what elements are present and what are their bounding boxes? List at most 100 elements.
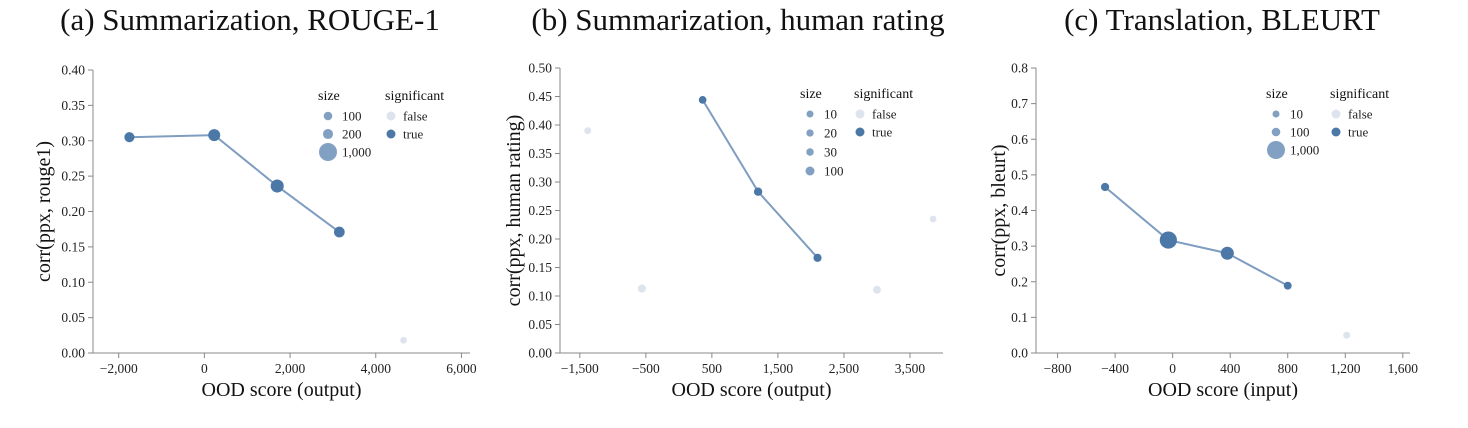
x-tick-label: −400	[1101, 361, 1129, 376]
x-tick-label: −500	[632, 361, 660, 376]
legend-size-label: 100	[342, 109, 362, 124]
y-tick-label: 0.8	[1011, 61, 1028, 76]
y-tick-label: 0.2	[1011, 274, 1028, 289]
x-axis-title: OOD score (output)	[202, 379, 362, 401]
y-tick-label: 0.20	[528, 232, 552, 247]
data-point	[1343, 331, 1351, 339]
data-point	[1283, 281, 1292, 290]
legend-significant-title: significant	[1330, 87, 1389, 102]
legend-size-title: size	[800, 87, 822, 102]
legend-significant-label: false	[872, 107, 897, 122]
x-tick-label: 800	[1278, 361, 1299, 376]
y-axis-title: corr(ppx, human rating)	[503, 115, 525, 307]
data-point	[1220, 246, 1234, 260]
y-tick-label: 0.4	[1011, 203, 1028, 218]
data-point	[1159, 231, 1177, 249]
y-tick-label: 0.40	[61, 63, 85, 78]
legend-significant-title: significant	[854, 87, 913, 102]
series-line	[1104, 186, 1289, 287]
x-tick-label: 6,000	[446, 361, 477, 376]
x-tick-label: 1,200	[1330, 361, 1361, 376]
y-tick-label: 0.30	[61, 133, 85, 148]
data-point	[813, 253, 822, 262]
data-point	[270, 179, 284, 193]
data-point	[584, 127, 592, 135]
legend-size-label: 10	[1290, 107, 1303, 122]
legend-size-symbol	[322, 128, 334, 140]
y-tick-label: 0.15	[528, 260, 552, 275]
chart-panel-3: (c) Translation, BLEURT −800 −400 0 400 800 1,…	[988, 2, 1418, 401]
y-axis-title: corr(ppx, bleurt)	[988, 144, 1010, 276]
x-tick-label: 0	[1169, 361, 1176, 376]
y-tick-label: 0.05	[61, 310, 85, 325]
data-point	[333, 226, 345, 238]
legend-significant-label: true	[403, 127, 423, 142]
chart-panel-2: (b) Summarization, human rating −1,500 −50…	[503, 2, 945, 401]
data-point	[872, 285, 881, 294]
legend-significant-label: false	[1348, 107, 1373, 122]
x-tick-label: 500	[702, 361, 723, 376]
y-tick-label: 0.3	[1011, 239, 1028, 254]
y-tick-label: 0.20	[61, 204, 85, 219]
x-tick-label: 2,000	[275, 361, 306, 376]
data-point	[753, 187, 763, 196]
x-tick-label: 0	[201, 361, 208, 376]
x-tick-label: 3,500	[895, 361, 926, 376]
y-tick-label: 0.05	[528, 317, 552, 332]
legend-size-label: 100	[824, 164, 844, 179]
y-tick-label: 0.35	[528, 146, 552, 161]
legend-size-symbol	[1272, 110, 1280, 118]
legend-significant-symbol	[386, 111, 396, 121]
y-tick-label: 0.40	[528, 118, 552, 133]
y-tick-label: 0.30	[528, 175, 552, 190]
legend-size-title: size	[318, 89, 340, 104]
x-tick-label: −2,000	[100, 361, 138, 376]
legend-size-title: size	[1266, 87, 1288, 102]
y-tick-label: 0.45	[528, 89, 552, 104]
legend-size-label: 20	[824, 126, 837, 141]
legend-significant-label: false	[403, 109, 428, 124]
legend-size-symbol	[806, 129, 814, 137]
data-point	[400, 336, 408, 344]
legend-significant-symbol	[1331, 127, 1341, 137]
legend-size-label: 30	[824, 145, 837, 160]
legend-significant-symbol	[1331, 109, 1341, 119]
legend-size-symbol	[806, 148, 814, 156]
legend-significant-title: significant	[385, 89, 444, 104]
legend-size-symbol	[1271, 127, 1281, 137]
y-tick-label: 0.00	[528, 346, 552, 361]
legend-significant-symbol	[386, 129, 396, 139]
legend-size-label: 1,000	[342, 145, 371, 160]
data-point	[1100, 182, 1110, 192]
legend-size-label: 200	[342, 127, 362, 142]
y-tick-label: 0.25	[528, 203, 552, 218]
y-tick-label: 0.10	[61, 275, 85, 290]
chart-panel-1: (a) Summarization, ROUGE-1 −2,000 0 2,000 4,…	[33, 2, 477, 401]
legend-size-label: 10	[824, 107, 837, 122]
legend-significant-symbol	[855, 109, 865, 119]
y-tick-label: 0.25	[61, 169, 85, 184]
data-point	[929, 215, 937, 223]
legend-size-label: 1,000	[1290, 143, 1319, 158]
series-line	[701, 99, 819, 259]
legend-significant-symbol	[855, 127, 865, 137]
x-tick-label: −1,500	[561, 361, 599, 376]
y-tick-label: 0.50	[528, 61, 552, 76]
chart-title: (b) Summarization, human rating	[531, 2, 944, 37]
y-tick-label: 0.5	[1011, 167, 1028, 182]
legend-size-label: 100	[1290, 125, 1310, 140]
y-tick-label: 0.10	[528, 289, 552, 304]
y-tick-label: 0.15	[61, 239, 85, 254]
data-point	[208, 129, 221, 142]
series-line	[129, 134, 340, 233]
x-tick-label: 400	[1220, 361, 1241, 376]
data-point	[124, 132, 135, 143]
chart-title: (a) Summarization, ROUGE-1	[60, 2, 440, 37]
legend-size-symbol	[323, 111, 333, 121]
x-tick-label: 4,000	[361, 361, 392, 376]
chart-title: (c) Translation, BLEURT	[1064, 2, 1380, 37]
legend-significant-label: true	[1348, 125, 1368, 140]
data-point	[698, 96, 707, 104]
legend-size-symbol	[1267, 141, 1285, 159]
